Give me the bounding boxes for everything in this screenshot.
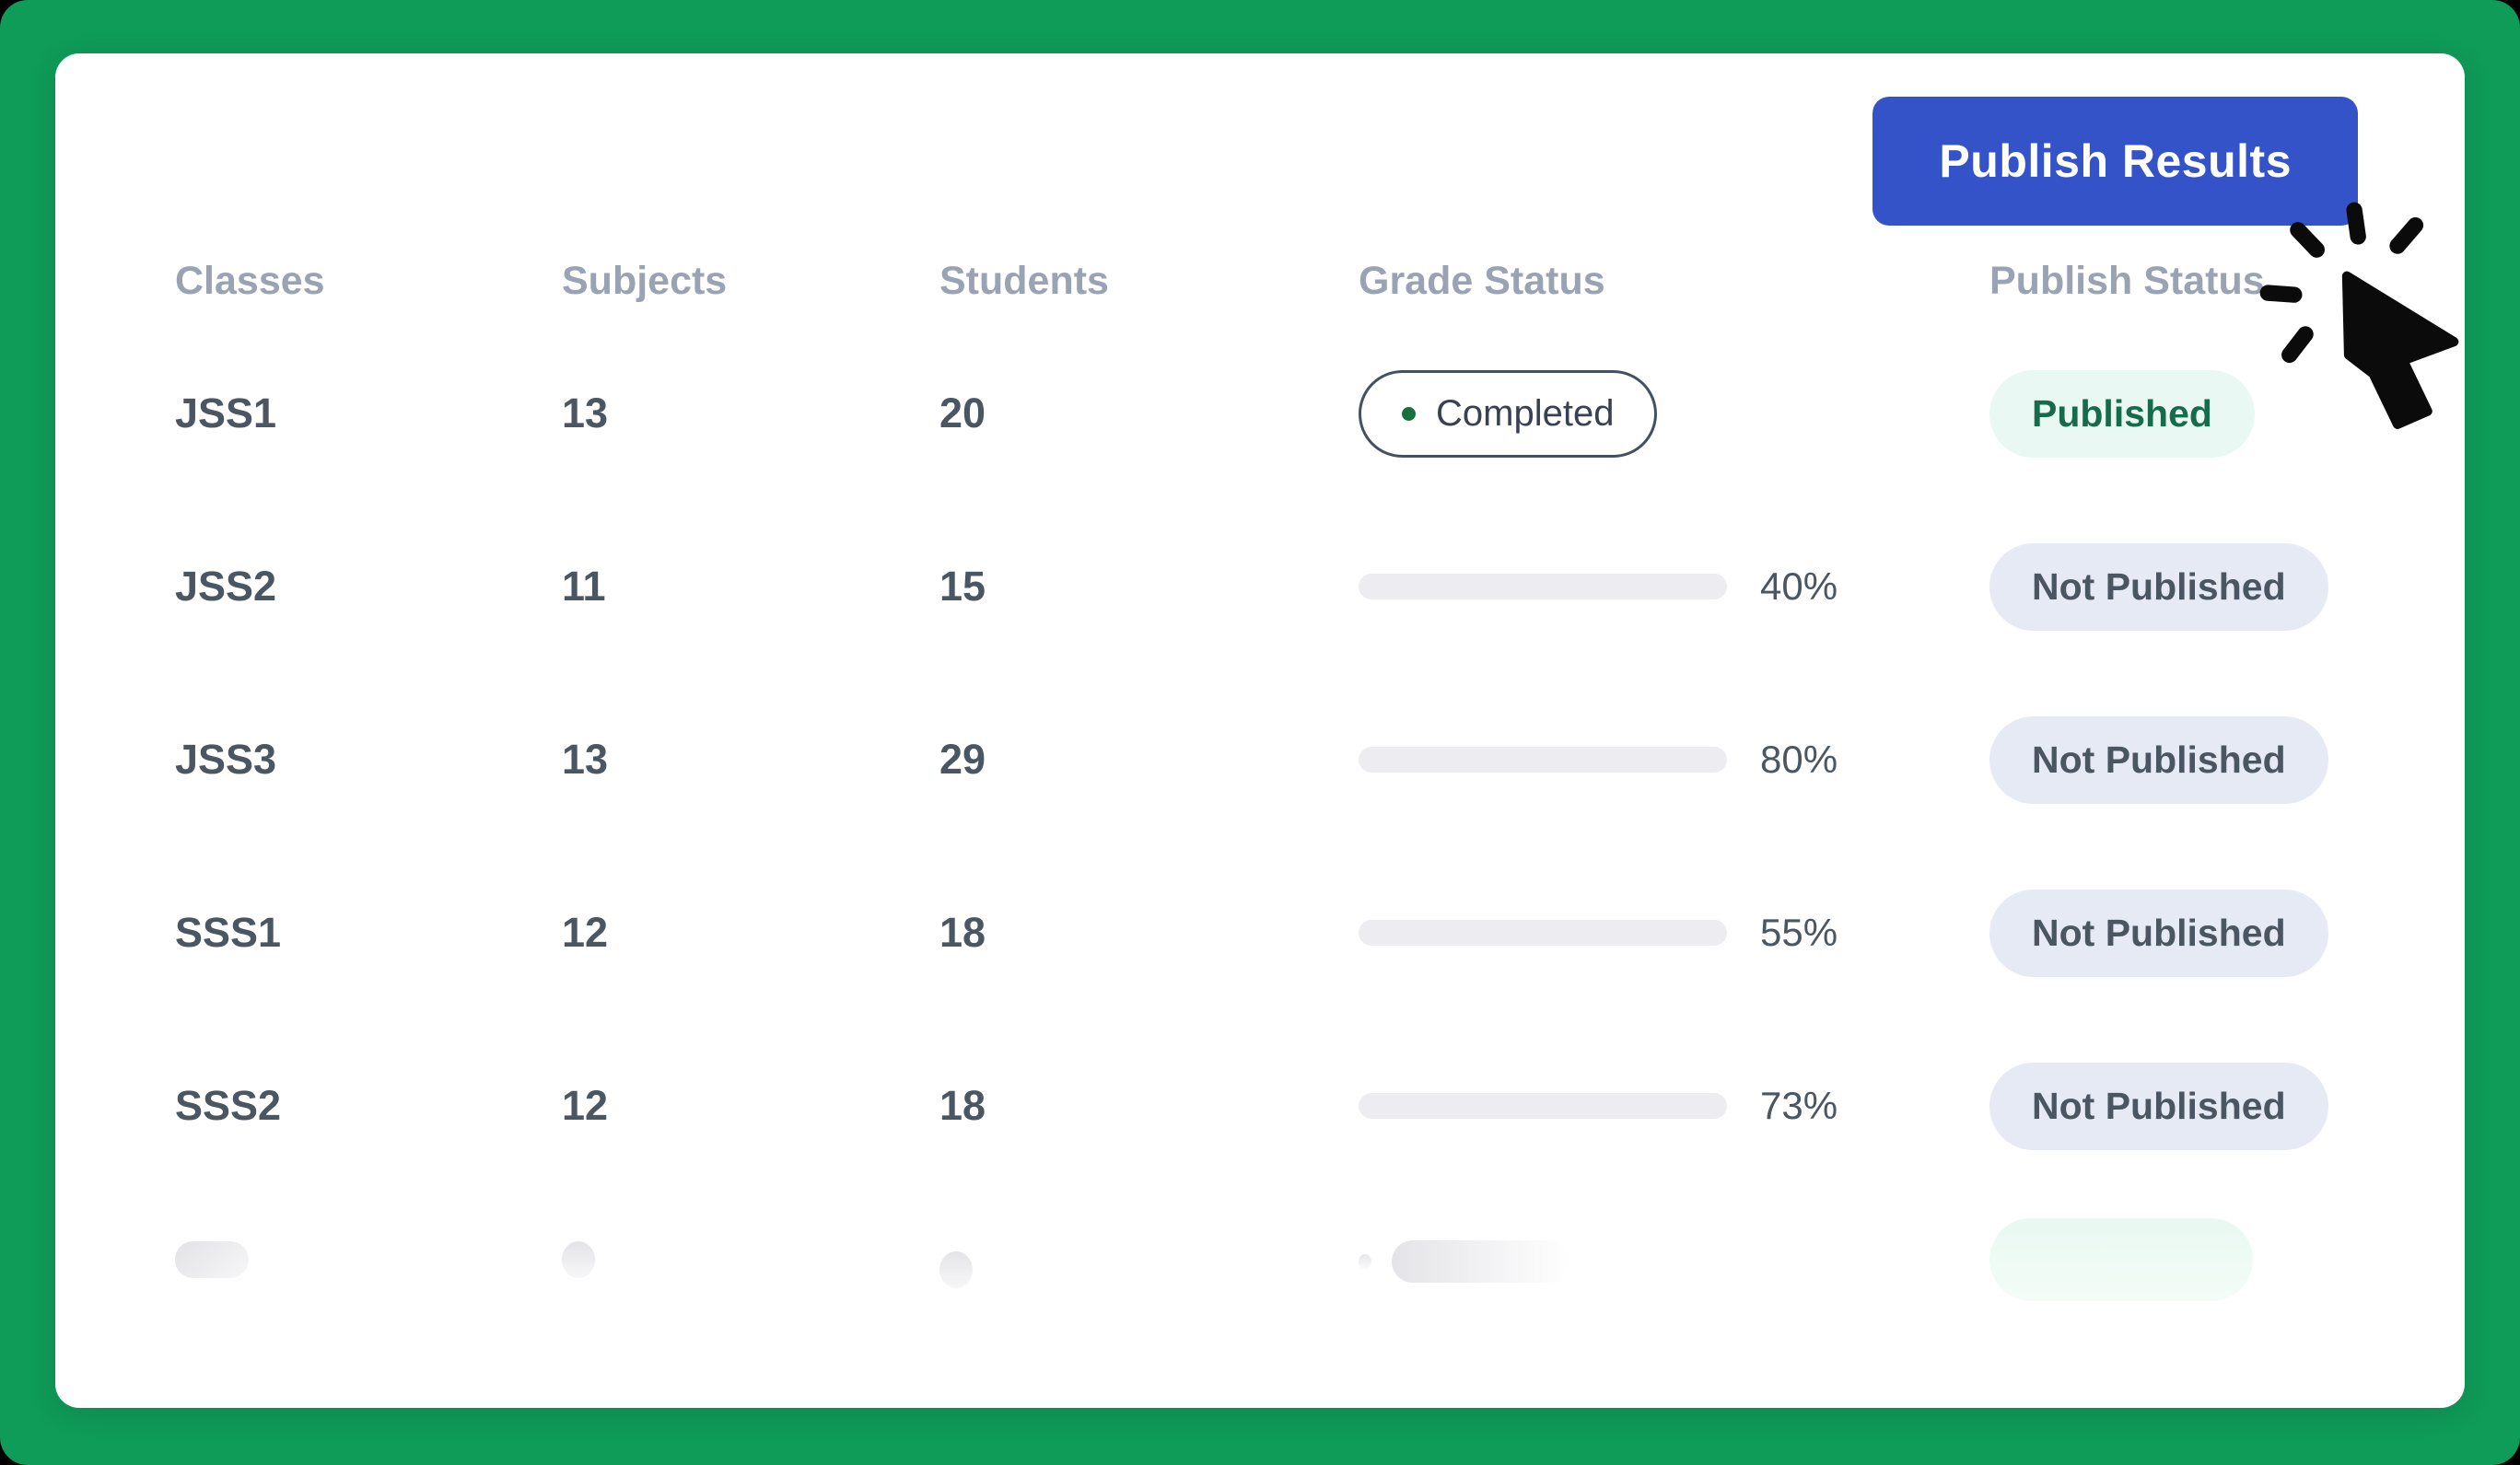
class-name: SSS1 <box>175 909 282 956</box>
students-count: 29 <box>939 736 986 783</box>
classes-table: Classes Subjects Students Grade Status P… <box>175 235 2367 1331</box>
grade-status-cell: 40% <box>1359 564 1989 609</box>
skeleton-row <box>175 1192 2367 1331</box>
skeleton-grade-placeholder <box>1359 1240 1989 1283</box>
grade-status-cell: 55% <box>1359 911 1989 955</box>
publish-status-cell: Not Published <box>1989 715 2367 804</box>
grade-progress-bar <box>1359 920 1727 946</box>
column-header-classes: Classes <box>175 258 325 303</box>
table-header-row: Classes Subjects Students Grade Status P… <box>175 235 2367 327</box>
students-count: 18 <box>939 909 986 956</box>
status-badge-published: Published <box>1989 369 2255 458</box>
subjects-count: 11 <box>562 563 606 610</box>
students-count: 18 <box>939 1082 986 1129</box>
grade-progress-bar <box>1359 1093 1727 1119</box>
grade-percent-label: 73% <box>1760 1084 1838 1127</box>
completed-dot-icon <box>1402 406 1416 421</box>
status-badge-not-published: Not Published <box>1989 715 2328 804</box>
class-name: SSS2 <box>175 1082 282 1129</box>
grade-status-cell: Completed <box>1359 369 1989 458</box>
column-header-grade-status: Grade Status <box>1359 258 1605 303</box>
grade-status-cell: 73% <box>1359 1084 1989 1128</box>
toolbar: Publish Results <box>55 53 2465 226</box>
subjects-count: 12 <box>562 1082 609 1129</box>
publish-results-button[interactable]: Publish Results <box>1872 97 2358 226</box>
skeleton-dot <box>1359 1254 1371 1269</box>
skeleton-bar <box>1392 1240 1571 1283</box>
subjects-count: 13 <box>562 736 609 783</box>
table-row: JSS3 13 29 80% Not Published <box>175 673 2367 846</box>
skeleton-students-placeholder <box>939 1250 973 1288</box>
column-header-subjects: Subjects <box>562 258 728 303</box>
completed-chip: Completed <box>1359 369 1658 458</box>
subjects-count: 12 <box>562 909 609 956</box>
status-badge-not-published: Not Published <box>1989 542 2328 631</box>
skeleton-subjects-placeholder <box>562 1240 595 1278</box>
skeleton-publish-placeholder <box>1989 1217 2253 1301</box>
class-name: JSS2 <box>175 563 277 610</box>
table-row: SSS1 12 18 55% Not Published <box>175 846 2367 1019</box>
completed-label: Completed <box>1436 392 1615 434</box>
publish-status-cell: Published <box>1989 369 2367 458</box>
column-header-students: Students <box>939 258 1109 303</box>
grade-percent-label: 55% <box>1760 911 1838 954</box>
table-row: JSS1 13 20 Completed Published <box>175 327 2367 500</box>
class-name: JSS3 <box>175 736 277 783</box>
status-badge-not-published: Not Published <box>1989 889 2328 977</box>
students-count: 20 <box>939 390 986 436</box>
skeleton-class-placeholder <box>175 1240 249 1278</box>
table-row: JSS2 11 15 40% Not Published <box>175 500 2367 673</box>
class-name: JSS1 <box>175 390 277 436</box>
publish-status-cell: Not Published <box>1989 889 2367 977</box>
grade-percent-label: 40% <box>1760 564 1838 608</box>
grade-percent-label: 80% <box>1760 738 1838 781</box>
subjects-count: 13 <box>562 390 609 436</box>
status-badge-not-published: Not Published <box>1989 1062 2328 1150</box>
grade-status-cell: 80% <box>1359 738 1989 782</box>
grade-progress-bar <box>1359 574 1727 599</box>
publish-status-cell: Not Published <box>1989 1062 2367 1150</box>
column-header-publish-status: Publish Status <box>1989 258 2265 303</box>
grade-progress-bar <box>1359 747 1727 773</box>
publish-status-cell: Not Published <box>1989 542 2367 631</box>
table-row: SSS2 12 18 73% Not Published <box>175 1019 2367 1192</box>
results-card: Publish Results Classes Subjects Student… <box>55 53 2465 1408</box>
students-count: 15 <box>939 563 986 610</box>
